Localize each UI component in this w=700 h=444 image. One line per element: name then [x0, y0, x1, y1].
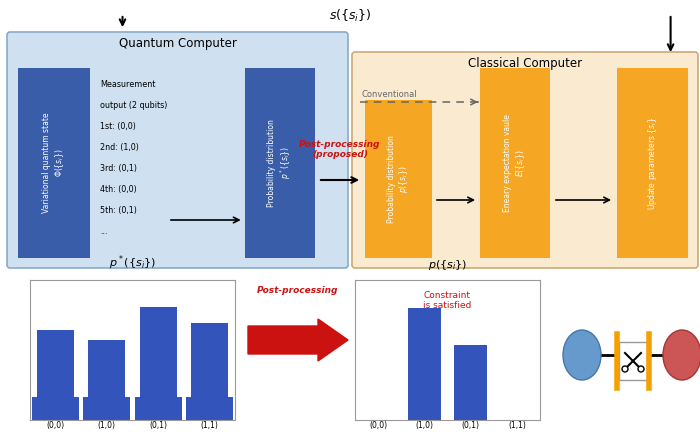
Bar — [407, 308, 441, 420]
Text: $p^*(\{s_i\})$: $p^*(\{s_i\})$ — [109, 254, 156, 272]
Text: Eneary expectation vaule
$E(\{s_i\})$: Eneary expectation vaule $E(\{s_i\})$ — [503, 114, 527, 212]
Text: Update parameters $\{s_i\}$: Update parameters $\{s_i\}$ — [646, 116, 659, 210]
Bar — [245, 68, 315, 258]
FancyBboxPatch shape — [7, 32, 348, 268]
Circle shape — [638, 366, 644, 372]
Text: 2nd: (1,0): 2nd: (1,0) — [100, 143, 139, 152]
Bar — [88, 340, 125, 396]
Bar — [454, 345, 487, 420]
Bar — [37, 330, 74, 396]
Bar — [186, 396, 233, 420]
Ellipse shape — [663, 330, 700, 380]
Bar — [32, 396, 79, 420]
Bar — [617, 68, 688, 258]
Text: Post-processing
(proposed): Post-processing (proposed) — [300, 140, 381, 159]
Text: ...: ... — [100, 227, 108, 236]
Text: output (2 qubits): output (2 qubits) — [100, 101, 167, 110]
Text: 5th: (0,1): 5th: (0,1) — [100, 206, 137, 215]
FancyArrow shape — [248, 319, 348, 361]
Text: Variational quantum state
$\Phi(\{s_i\})$: Variational quantum state $\Phi(\{s_i\})… — [42, 113, 66, 213]
Circle shape — [622, 366, 628, 372]
Bar — [140, 307, 176, 396]
Text: 1st: (0,0): 1st: (0,0) — [100, 122, 136, 131]
Bar — [83, 396, 130, 420]
Text: Measurement: Measurement — [100, 80, 155, 89]
Text: Probability distribution
$p(\{s_i\})$: Probability distribution $p(\{s_i\})$ — [386, 135, 410, 223]
Text: Classical Computer: Classical Computer — [468, 57, 582, 70]
Text: $s(\{s_i\})$: $s(\{s_i\})$ — [329, 8, 371, 24]
Bar — [480, 68, 550, 258]
Bar — [619, 342, 647, 380]
Text: Post-processing: Post-processing — [258, 286, 339, 295]
Text: Conventional: Conventional — [362, 90, 418, 99]
Bar — [18, 68, 90, 258]
Ellipse shape — [563, 330, 601, 380]
Text: $p(\{s_i\})$: $p(\{s_i\})$ — [428, 258, 467, 272]
Text: Quantum Computer: Quantum Computer — [118, 37, 237, 50]
Bar — [365, 100, 432, 258]
Bar — [134, 396, 182, 420]
Text: 3rd: (0,1): 3rd: (0,1) — [100, 164, 137, 173]
Text: Constraint
is satisfied: Constraint is satisfied — [424, 291, 472, 310]
Bar — [191, 323, 228, 396]
Text: 4th: (0,0): 4th: (0,0) — [100, 185, 136, 194]
Text: Probability distribution
$p^*(\{s_i\})$: Probability distribution $p^*(\{s_i\})$ — [267, 119, 293, 207]
FancyBboxPatch shape — [352, 52, 698, 268]
